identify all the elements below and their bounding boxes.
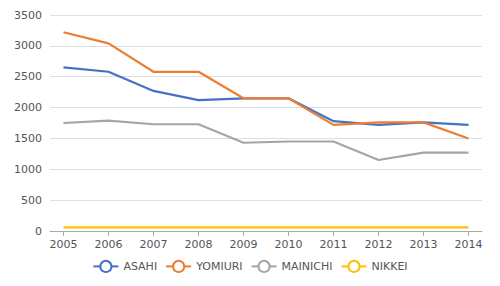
svg-text:1000: 1000	[14, 163, 42, 176]
svg-text:2500: 2500	[14, 70, 42, 83]
svg-text:1500: 1500	[14, 132, 42, 145]
svg-text:2000: 2000	[14, 101, 42, 114]
svg-text:YOMIURI: YOMIURI	[195, 260, 242, 273]
svg-text:2013: 2013	[410, 238, 438, 251]
svg-text:ASAHI: ASAHI	[123, 260, 157, 273]
svg-text:2012: 2012	[365, 238, 393, 251]
svg-text:MAINICHI: MAINICHI	[282, 260, 333, 273]
svg-text:500: 500	[21, 194, 42, 207]
svg-text:2008: 2008	[185, 238, 213, 251]
svg-text:NIKKEI: NIKKEI	[372, 260, 408, 273]
svg-text:2014: 2014	[455, 238, 483, 251]
svg-text:2006: 2006	[95, 238, 123, 251]
svg-text:2011: 2011	[320, 238, 348, 251]
svg-text:0: 0	[35, 225, 42, 238]
svg-text:3000: 3000	[14, 39, 42, 52]
svg-text:2010: 2010	[275, 238, 303, 251]
svg-text:2005: 2005	[50, 238, 78, 251]
svg-text:2007: 2007	[140, 238, 168, 251]
svg-text:2009: 2009	[230, 238, 258, 251]
svg-text:3500: 3500	[14, 9, 42, 22]
